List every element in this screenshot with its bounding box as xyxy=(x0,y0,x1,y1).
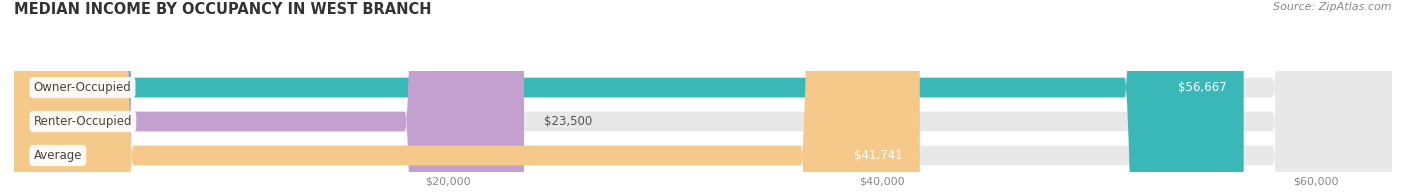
Text: Renter-Occupied: Renter-Occupied xyxy=(34,115,132,128)
FancyBboxPatch shape xyxy=(14,0,1392,196)
FancyBboxPatch shape xyxy=(14,0,1244,196)
Text: $23,500: $23,500 xyxy=(544,115,592,128)
Text: Average: Average xyxy=(34,149,82,162)
Text: MEDIAN INCOME BY OCCUPANCY IN WEST BRANCH: MEDIAN INCOME BY OCCUPANCY IN WEST BRANC… xyxy=(14,2,432,17)
Text: $41,741: $41,741 xyxy=(853,149,903,162)
FancyBboxPatch shape xyxy=(14,0,1392,196)
Text: Owner-Occupied: Owner-Occupied xyxy=(34,81,131,94)
Text: $56,667: $56,667 xyxy=(1178,81,1226,94)
Text: Source: ZipAtlas.com: Source: ZipAtlas.com xyxy=(1274,2,1392,12)
FancyBboxPatch shape xyxy=(14,0,524,196)
FancyBboxPatch shape xyxy=(14,0,920,196)
FancyBboxPatch shape xyxy=(14,0,1392,196)
